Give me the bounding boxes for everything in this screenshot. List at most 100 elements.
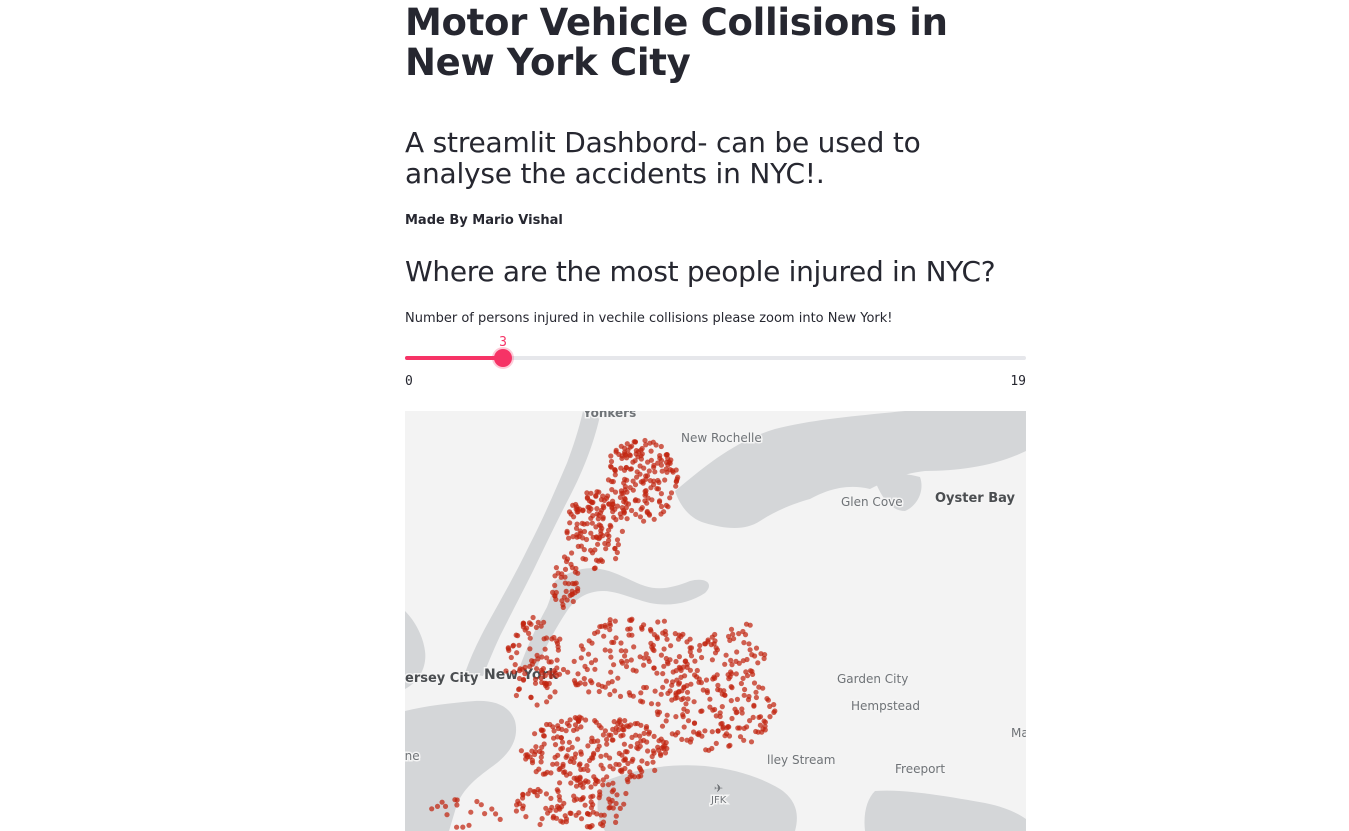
collision-point [558,735,564,741]
collision-point [629,616,635,622]
collision-point [668,490,675,496]
collision-point [439,799,445,805]
water-south-shore [864,790,1026,831]
collision-point [756,684,762,690]
collision-point [621,801,627,807]
collision-point [608,524,614,530]
collision-point [760,726,766,732]
page-subtitle: A streamlit Dashbord- can be used to ana… [405,126,921,190]
collision-point [664,712,670,718]
collision-point [601,497,607,503]
collision-point [561,594,567,600]
collision-point [544,699,550,705]
collision-point [591,774,597,780]
injured-persons-slider[interactable]: 3 0 19 [405,334,1026,394]
collision-point [575,543,581,549]
collision-point [758,651,764,657]
collision-point [552,582,558,588]
collision-point [542,646,548,652]
collision-point [578,724,584,730]
collision-point [685,718,692,724]
collision-point [658,691,664,697]
slider-fill [405,356,503,360]
collision-point [444,812,450,818]
collision-point [641,655,647,661]
collision-point [583,717,589,723]
collision-point [588,515,594,521]
collision-point [578,715,584,721]
collision-point [612,489,619,495]
slider-thumb[interactable] [494,349,512,367]
collision-point [522,671,528,677]
collision-point [624,516,630,522]
collision-point [580,556,586,562]
collision-point [542,672,548,679]
collision-point [558,574,564,580]
collision-point [680,712,686,718]
collision-point [588,678,594,684]
collision-point [681,706,687,712]
collision-point [639,626,645,632]
slider-track[interactable] [405,356,1026,360]
collision-point [719,720,725,727]
collision-point [639,758,645,764]
airport-icon: ✈ [714,782,723,795]
collision-point [454,824,460,830]
collision-point [606,537,612,544]
collision-point [568,756,574,762]
collision-point [589,550,596,556]
collision-point [651,733,657,739]
collision-point [576,506,583,512]
collision-point [571,797,577,803]
collision-point [538,754,544,760]
collision-point [613,729,619,736]
collision-point [597,789,603,795]
collision-point [534,702,540,708]
map-canvas[interactable]: Yonkers New Rochelle Glen Cove Oyster Ba… [405,411,1026,831]
collision-point [541,733,547,739]
collision-point [538,759,544,765]
collision-point [623,663,630,670]
collision-point [691,699,697,705]
collision-point [560,602,566,608]
collision-map[interactable]: Yonkers New Rochelle Glen Cove Oyster Ba… [405,411,1026,831]
collision-point [757,722,763,728]
collision-point [613,813,619,819]
collision-point [468,809,474,815]
collision-point [434,803,441,809]
collision-point [608,654,614,660]
collision-point [582,802,588,808]
collision-point [655,701,661,707]
section-heading: Where are the most people injured in NYC… [405,255,996,288]
collision-point [541,741,547,747]
collision-point [753,689,759,695]
map-label-valley-stream: lley Stream [767,753,835,767]
collision-point [651,516,657,522]
collision-point [589,755,595,761]
collision-point [680,664,686,670]
map-label-new-rochelle: New Rochelle [681,431,762,445]
collision-point [610,509,616,515]
collision-point [565,669,571,675]
collision-point [687,649,693,655]
collision-point [661,663,667,669]
collision-point [692,672,698,678]
collision-point [608,669,614,675]
collision-point [605,680,611,686]
collision-point [553,565,559,571]
collision-point [651,647,657,654]
collision-point [616,451,622,457]
collision-point [632,498,638,504]
collision-point [726,733,733,739]
collision-point [553,807,559,813]
collision-point [543,791,549,797]
collision-point [715,682,721,688]
collision-point [568,561,574,567]
collision-point [747,718,753,724]
collision-point [726,724,732,730]
collision-point [516,642,522,648]
collision-point [713,740,719,746]
collision-point [613,761,619,767]
collision-point [585,767,591,773]
collision-point [610,498,616,504]
